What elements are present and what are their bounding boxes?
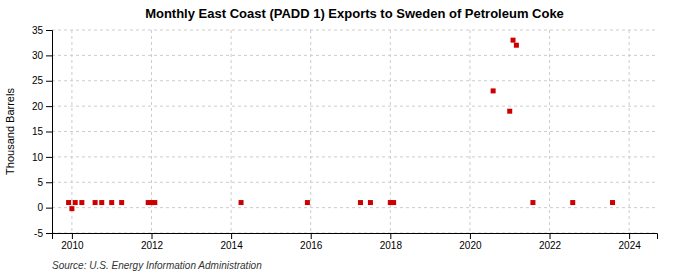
tick-label: 5 [37, 177, 43, 188]
grid-line [52, 131, 657, 132]
tick-label: 20 [32, 101, 44, 112]
tick-mark [46, 157, 52, 158]
tick-label: 2014 [220, 240, 243, 251]
grid-line [52, 106, 657, 107]
point [391, 200, 396, 205]
tick-label: -5 [34, 228, 43, 239]
tick: 2010 [61, 233, 84, 251]
tick: 30 [32, 50, 52, 61]
tick-label: 2018 [380, 240, 403, 251]
grid-line [52, 182, 657, 183]
grid-line [52, 55, 657, 56]
tick: 15 [32, 126, 52, 137]
point [99, 200, 104, 205]
tick-mark [46, 30, 52, 31]
tick-mark [629, 233, 630, 239]
grid-line [549, 30, 550, 233]
tick-label: 35 [32, 25, 44, 36]
tick: -5 [34, 228, 52, 239]
tick: 20 [32, 101, 52, 112]
tick: 2020 [459, 233, 482, 251]
tick-label: 0 [37, 202, 43, 213]
x-axis: 2010 2012 2014 2016 2018 2020 2022 2024 [53, 233, 658, 251]
tick-label: 2012 [141, 240, 164, 251]
point [93, 200, 98, 205]
title: Monthly East Coast (PADD 1) Exports to S… [145, 6, 564, 21]
tick-label: 10 [32, 152, 44, 163]
tick: 2012 [141, 233, 164, 251]
grid-line [629, 30, 630, 233]
y-axis: -5 0 5 10 15 20 25 30 35 [32, 25, 53, 239]
tick-label: 15 [32, 126, 44, 137]
grid-line [52, 80, 657, 81]
grid-line [52, 207, 657, 208]
point [69, 206, 74, 211]
tick-mark [46, 55, 52, 56]
tick-mark [46, 208, 52, 209]
grid-line [52, 30, 657, 31]
point [239, 200, 244, 205]
point [358, 200, 363, 205]
point [514, 43, 519, 48]
tick: 2014 [220, 233, 243, 251]
chart: 2010 2012 2014 2016 2018 2020 2022 2024 -5 0 5 10 15… [0, 0, 675, 275]
point [610, 200, 615, 205]
tick-mark [152, 233, 153, 239]
point [79, 200, 84, 205]
point [152, 200, 157, 205]
points [66, 38, 615, 211]
tick-mark [46, 233, 52, 234]
tick-label: 2016 [300, 240, 323, 251]
tick-mark [72, 233, 73, 239]
tick: 0 [37, 202, 52, 213]
tick-label: 2020 [459, 240, 482, 251]
point [119, 200, 124, 205]
tick-mark [46, 132, 52, 133]
grid-line [71, 30, 72, 233]
tick-mark [46, 81, 52, 82]
tick-mark [231, 233, 232, 239]
point [368, 200, 373, 205]
point [491, 88, 496, 93]
tick: 35 [32, 25, 52, 36]
tick-label: 2010 [61, 240, 84, 251]
tick-mark [470, 233, 471, 239]
grid-line [469, 30, 470, 233]
axis-line [46, 31, 53, 234]
axis-line [53, 234, 658, 240]
grid-line [52, 156, 657, 157]
y-axis-title: Thousand Barrels [4, 88, 16, 175]
point [305, 200, 310, 205]
grid [52, 30, 657, 233]
tick-mark [550, 233, 551, 239]
tick: 2022 [539, 233, 562, 251]
tick-mark [390, 233, 391, 239]
tick: 5 [37, 177, 52, 188]
tick-label: 2022 [539, 240, 562, 251]
point [109, 200, 114, 205]
source: Source: U.S. Energy Information Administ… [52, 260, 262, 271]
tick: 2018 [380, 233, 403, 251]
tick: 2024 [619, 233, 642, 251]
grid-line [310, 30, 311, 233]
point [507, 109, 512, 114]
point [570, 200, 575, 205]
tick-mark [46, 106, 52, 107]
grid-line [231, 30, 232, 233]
point [511, 38, 516, 43]
plot-area: 2010 2012 2014 2016 2018 2020 2022 2024 -5 0 5 10 15… [32, 25, 658, 251]
tick-label: 2024 [619, 240, 642, 251]
tick: 2016 [300, 233, 323, 251]
point [530, 200, 535, 205]
tick-mark [46, 182, 52, 183]
tick: 10 [32, 152, 52, 163]
tick: 25 [32, 75, 52, 86]
tick-label: 30 [32, 50, 44, 61]
point [66, 200, 71, 205]
point [73, 200, 78, 205]
tick-label: 25 [32, 75, 44, 86]
tick-mark [311, 233, 312, 239]
